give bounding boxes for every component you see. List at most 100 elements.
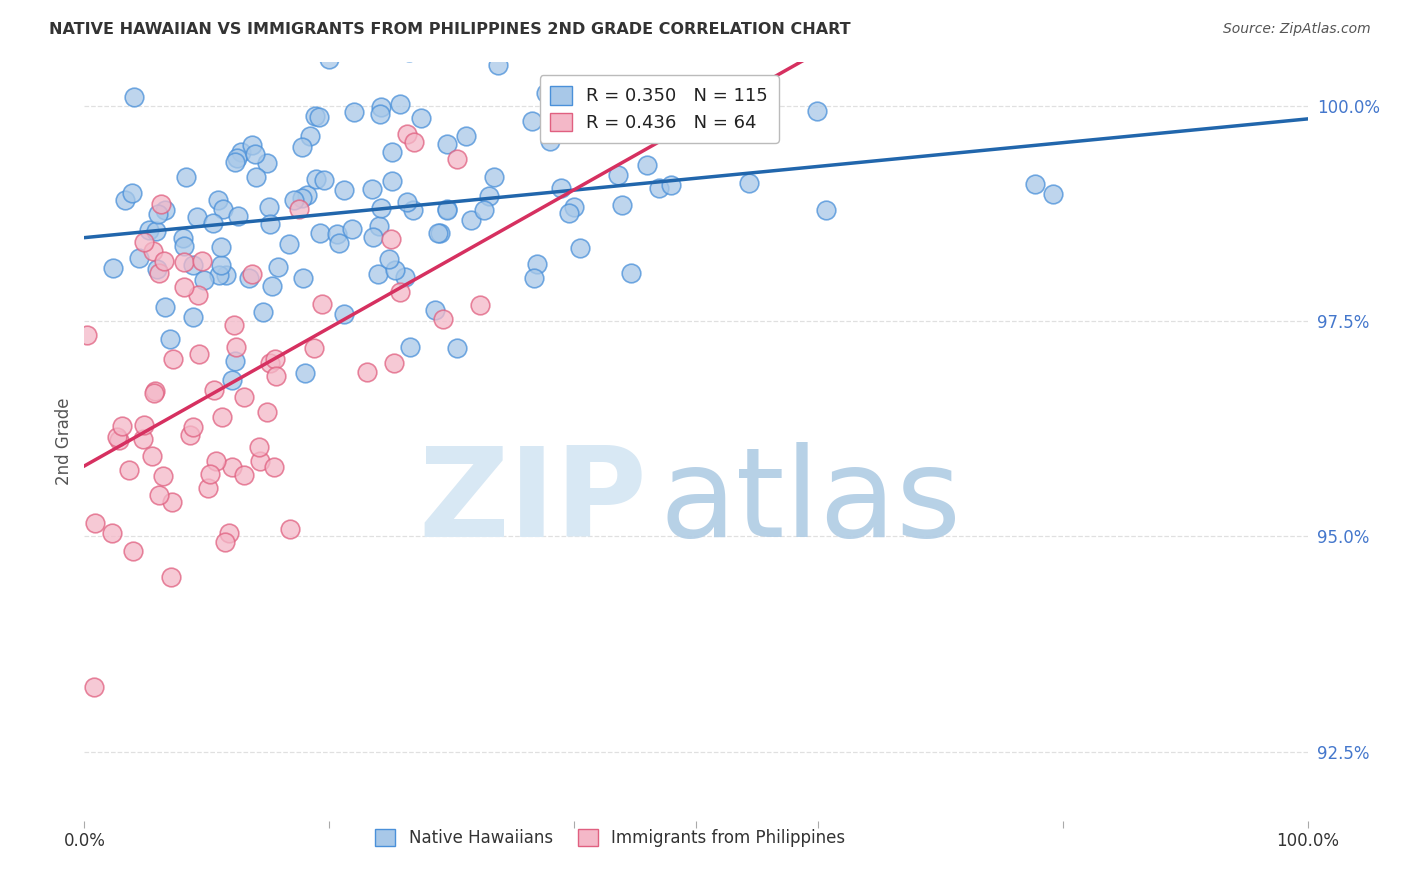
Point (446, 341, 468, 355)
Point (181, 420, 204, 434)
Point (384, 263, 406, 277)
Point (534, 86, 557, 100)
Point (256, 405, 278, 419)
Point (138, 223, 160, 237)
Point (399, 340, 422, 354)
Point (806, 103, 828, 118)
Point (225, 340, 247, 354)
Point (257, 200, 280, 214)
Point (83, 680, 105, 694)
Point (298, 129, 321, 144)
Point (191, 253, 214, 268)
Point (245, 146, 267, 161)
Point (174, 170, 197, 185)
Point (333, 183, 356, 197)
Point (148, 488, 170, 502)
Point (560, 117, 582, 131)
Point (814, 202, 837, 217)
Point (292, 270, 315, 285)
Point (207, 194, 229, 208)
Point (226, 151, 249, 165)
Point (122, 544, 145, 558)
Point (218, 525, 240, 540)
Point (233, 468, 256, 483)
Point (187, 288, 209, 302)
Point (83, 516, 105, 531)
Point (304, 109, 326, 123)
Point (187, 347, 209, 361)
Point (427, 226, 450, 240)
Point (325, 227, 347, 241)
Point (101, 260, 124, 275)
Point (132, 418, 155, 433)
Point (221, 460, 243, 475)
Point (148, 207, 170, 221)
Point (159, 570, 181, 584)
Point (394, 269, 416, 284)
Point (183, 258, 205, 272)
Point (333, 307, 356, 321)
Point (486, 57, 509, 71)
Point (132, 433, 155, 447)
Point (283, 193, 305, 207)
Point (232, 390, 254, 404)
Point (107, 430, 129, 444)
Text: NATIVE HAWAIIAN VS IMMIGRANTS FROM PHILIPPINES 2ND GRADE CORRELATION CHART: NATIVE HAWAIIAN VS IMMIGRANTS FROM PHILI… (49, 22, 851, 37)
Point (356, 365, 378, 379)
Point (124, 90, 146, 104)
Point (224, 155, 246, 169)
Point (152, 468, 174, 483)
Text: ZIP: ZIP (419, 442, 647, 563)
Point (162, 352, 184, 367)
Point (297, 188, 319, 202)
Point (294, 366, 316, 380)
Point (263, 460, 285, 475)
Point (173, 255, 195, 269)
Point (278, 522, 301, 536)
Point (620, 266, 643, 280)
Point (149, 197, 172, 211)
Point (343, 104, 366, 119)
Point (267, 260, 290, 274)
Text: Source: ZipAtlas.com: Source: ZipAtlas.com (1223, 22, 1371, 37)
Point (238, 271, 260, 285)
Point (328, 235, 350, 250)
Point (209, 240, 232, 254)
Text: atlas: atlas (659, 442, 962, 563)
Point (118, 463, 141, 477)
Point (240, 137, 263, 152)
Point (395, 194, 418, 209)
Point (229, 145, 252, 159)
Point (389, 96, 412, 111)
Point (361, 182, 384, 196)
Point (610, 198, 633, 212)
Point (600, 89, 623, 103)
Point (304, 172, 326, 186)
Point (76, 328, 98, 343)
Point (173, 280, 195, 294)
Point (277, 237, 299, 252)
Point (304, 341, 326, 355)
Point (291, 139, 314, 153)
Point (183, 310, 205, 325)
Point (141, 449, 163, 463)
Point (142, 244, 165, 258)
Point (260, 279, 283, 293)
Point (212, 202, 235, 216)
Point (648, 180, 671, 194)
Point (247, 441, 270, 455)
Point (264, 352, 287, 367)
Point (145, 224, 167, 238)
Point (558, 206, 581, 220)
Point (148, 266, 170, 280)
Point (259, 356, 281, 370)
Point (153, 254, 176, 268)
Point (468, 298, 491, 312)
Point (381, 173, 404, 187)
Point (249, 453, 271, 467)
Point (402, 202, 425, 217)
Point (1024, 177, 1046, 191)
Point (221, 373, 243, 387)
Point (179, 428, 201, 442)
Point (381, 145, 404, 159)
